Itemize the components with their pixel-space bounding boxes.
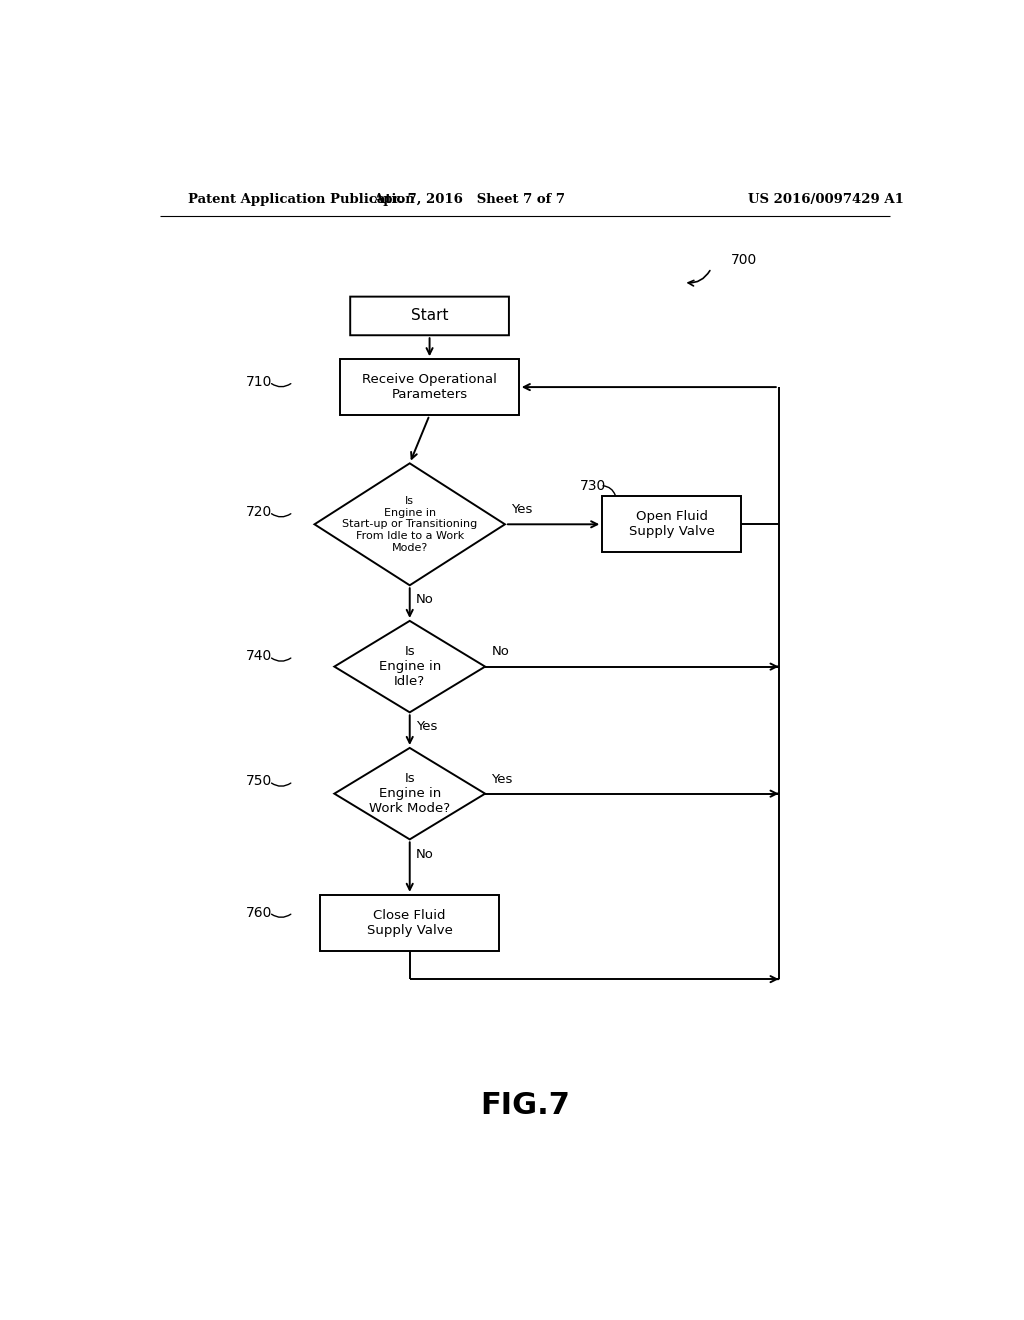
Polygon shape [334,620,485,713]
Text: 750: 750 [246,775,271,788]
FancyArrowPatch shape [603,486,615,495]
Text: Apr. 7, 2016   Sheet 7 of 7: Apr. 7, 2016 Sheet 7 of 7 [373,193,565,206]
Text: 730: 730 [581,479,606,492]
Bar [321,895,499,950]
Text: No: No [416,847,434,861]
Text: Start: Start [411,309,449,323]
FancyArrowPatch shape [271,659,291,661]
Text: Close Fluid
Supply Valve: Close Fluid Supply Valve [367,908,453,937]
Text: Is
Engine in
Idle?: Is Engine in Idle? [379,645,441,688]
FancyArrowPatch shape [271,783,291,787]
Text: FIG.7: FIG.7 [480,1092,569,1121]
FancyArrowPatch shape [688,271,710,286]
Text: No: No [416,594,434,606]
Text: Receive Operational
Parameters: Receive Operational Parameters [362,374,497,401]
Text: Is
Engine in
Start-up or Transitioning
From Idle to a Work
Mode?: Is Engine in Start-up or Transitioning F… [342,496,477,553]
Text: US 2016/0097429 A1: US 2016/0097429 A1 [749,193,904,206]
Text: 740: 740 [246,649,271,664]
Polygon shape [314,463,505,585]
Bar [340,359,519,414]
Text: Is
Engine in
Work Mode?: Is Engine in Work Mode? [370,772,451,816]
Text: 710: 710 [246,375,271,389]
FancyArrowPatch shape [271,384,291,387]
Bar [602,496,741,552]
Text: 760: 760 [246,906,271,920]
Polygon shape [334,748,485,840]
Text: Yes: Yes [511,503,532,516]
FancyArrowPatch shape [271,915,291,917]
Text: 720: 720 [246,506,271,519]
Text: Yes: Yes [492,772,513,785]
FancyArrowPatch shape [271,513,291,517]
Text: Patent Application Publication: Patent Application Publication [187,193,415,206]
Text: Yes: Yes [416,721,437,734]
Text: 700: 700 [731,253,758,267]
Text: No: No [492,645,509,659]
Text: Open Fluid
Supply Valve: Open Fluid Supply Valve [629,511,715,539]
FancyBboxPatch shape [350,297,509,335]
